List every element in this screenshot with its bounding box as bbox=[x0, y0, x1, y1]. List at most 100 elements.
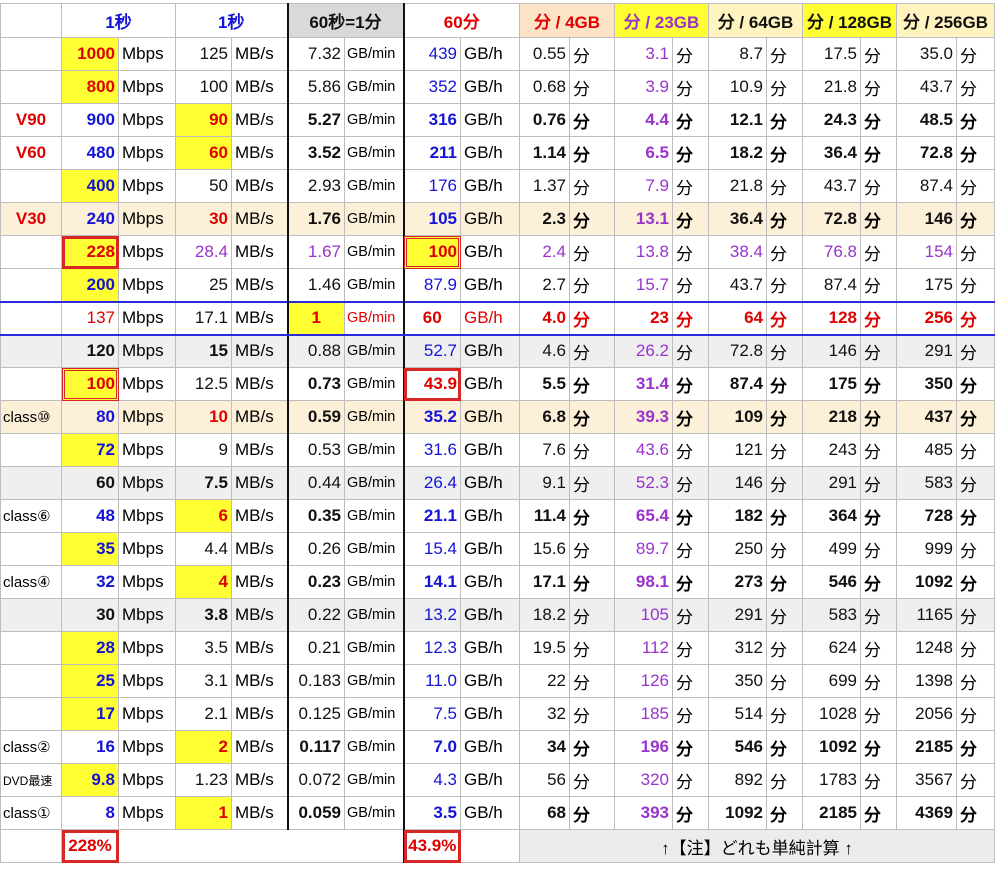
mbps-value[interactable]: 1000 bbox=[61, 37, 119, 71]
minutes-256gb[interactable]: 437 bbox=[896, 400, 957, 434]
minutes-128gb[interactable]: 36.4 bbox=[802, 136, 861, 170]
minutes-4gb[interactable]: 6.8 bbox=[519, 400, 570, 434]
minutes-64gb[interactable]: 8.7 bbox=[708, 37, 767, 71]
mbs-value[interactable]: 12.5 bbox=[175, 367, 232, 401]
minutes-4gb[interactable]: 0.55 bbox=[519, 37, 570, 71]
minutes-256gb[interactable]: 485 bbox=[896, 433, 957, 467]
minutes-23gb[interactable]: 52.3 bbox=[614, 466, 673, 500]
mbps-value[interactable]: 120 bbox=[61, 334, 119, 368]
category-label[interactable] bbox=[0, 631, 62, 665]
minutes-128gb[interactable]: 699 bbox=[802, 664, 861, 698]
gbh-value[interactable]: 12.3 bbox=[402, 631, 461, 665]
minutes-256gb[interactable]: 256 bbox=[896, 300, 957, 336]
mbs-value[interactable]: 15 bbox=[175, 334, 232, 368]
mbs-value[interactable]: 17.1 bbox=[175, 300, 232, 336]
gbmin-value[interactable]: 1.46 bbox=[286, 268, 345, 302]
gbmin-value[interactable]: 0.183 bbox=[286, 664, 345, 698]
gbh-value[interactable]: 7.5 bbox=[402, 697, 461, 731]
minutes-128gb[interactable]: 72.8 bbox=[802, 202, 861, 236]
minutes-128gb[interactable]: 76.8 bbox=[802, 235, 861, 269]
minutes-4gb[interactable]: 56 bbox=[519, 763, 570, 797]
gbh-value[interactable]: 105 bbox=[402, 202, 461, 236]
minutes-4gb[interactable]: 4.0 bbox=[519, 300, 570, 336]
minutes-4gb[interactable]: 1.14 bbox=[519, 136, 570, 170]
gbh-value[interactable]: 26.4 bbox=[402, 466, 461, 500]
minutes-4gb[interactable]: 2.3 bbox=[519, 202, 570, 236]
gbh-value[interactable]: 21.1 bbox=[402, 499, 461, 533]
gbh-value[interactable]: 211 bbox=[402, 136, 461, 170]
minutes-64gb[interactable]: 273 bbox=[708, 565, 767, 599]
minutes-256gb[interactable]: 1248 bbox=[896, 631, 957, 665]
mbps-value[interactable]: 35 bbox=[61, 532, 119, 566]
minutes-128gb[interactable]: 17.5 bbox=[802, 37, 861, 71]
minutes-23gb[interactable]: 4.4 bbox=[614, 103, 673, 137]
minutes-23gb[interactable]: 98.1 bbox=[614, 565, 673, 599]
category-label[interactable] bbox=[0, 367, 62, 401]
gbmin-value[interactable]: 0.53 bbox=[286, 433, 345, 467]
minutes-64gb[interactable]: 892 bbox=[708, 763, 767, 797]
mbs-value[interactable]: 4 bbox=[175, 565, 232, 599]
category-label[interactable] bbox=[0, 235, 62, 269]
minutes-128gb[interactable]: 128 bbox=[802, 300, 861, 336]
minutes-4gb[interactable]: 15.6 bbox=[519, 532, 570, 566]
gbmin-value[interactable]: 1.67 bbox=[286, 235, 345, 269]
minutes-128gb[interactable]: 175 bbox=[802, 367, 861, 401]
minutes-64gb[interactable]: 10.9 bbox=[708, 70, 767, 104]
gbh-value[interactable]: 176 bbox=[402, 169, 461, 203]
minutes-4gb[interactable]: 32 bbox=[519, 697, 570, 731]
gbh-value[interactable]: 439 bbox=[402, 37, 461, 71]
minutes-4gb[interactable]: 19.5 bbox=[519, 631, 570, 665]
minutes-128gb[interactable]: 546 bbox=[802, 565, 861, 599]
category-label[interactable]: V90 bbox=[0, 103, 62, 137]
header-gbmin[interactable]: 60秒=1分 bbox=[286, 3, 404, 38]
minutes-4gb[interactable]: 1.37 bbox=[519, 169, 570, 203]
minutes-4gb[interactable]: 0.76 bbox=[519, 103, 570, 137]
gbmin-value[interactable]: 3.52 bbox=[286, 136, 345, 170]
gbmin-value[interactable]: 0.22 bbox=[286, 598, 345, 632]
gbmin-value[interactable]: 0.125 bbox=[286, 697, 345, 731]
minutes-128gb[interactable]: 364 bbox=[802, 499, 861, 533]
minutes-23gb[interactable]: 393 bbox=[614, 796, 673, 830]
mbps-value[interactable]: 800 bbox=[61, 70, 119, 104]
minutes-64gb[interactable]: 72.8 bbox=[708, 334, 767, 368]
mbps-value[interactable]: 200 bbox=[61, 268, 119, 302]
category-label[interactable] bbox=[0, 300, 62, 336]
percent-mbps[interactable]: 228% bbox=[61, 829, 119, 863]
minutes-256gb[interactable]: 72.8 bbox=[896, 136, 957, 170]
minutes-128gb[interactable]: 87.4 bbox=[802, 268, 861, 302]
mbps-value[interactable]: 100 bbox=[61, 367, 119, 401]
minutes-256gb[interactable]: 1398 bbox=[896, 664, 957, 698]
minutes-64gb[interactable]: 43.7 bbox=[708, 268, 767, 302]
minutes-128gb[interactable]: 218 bbox=[802, 400, 861, 434]
mbs-value[interactable]: 25 bbox=[175, 268, 232, 302]
category-label[interactable]: V60 bbox=[0, 136, 62, 170]
category-label[interactable]: V30 bbox=[0, 202, 62, 236]
gbmin-value[interactable]: 0.35 bbox=[286, 499, 345, 533]
minutes-23gb[interactable]: 15.7 bbox=[614, 268, 673, 302]
mbps-value[interactable]: 80 bbox=[61, 400, 119, 434]
minutes-4gb[interactable]: 4.6 bbox=[519, 334, 570, 368]
minutes-128gb[interactable]: 24.3 bbox=[802, 103, 861, 137]
gbmin-value[interactable]: 7.32 bbox=[286, 37, 345, 71]
minutes-64gb[interactable]: 12.1 bbox=[708, 103, 767, 137]
minutes-23gb[interactable]: 7.9 bbox=[614, 169, 673, 203]
header-4gb[interactable]: 分 / 4GB bbox=[519, 3, 615, 38]
minutes-256gb[interactable]: 43.7 bbox=[896, 70, 957, 104]
minutes-4gb[interactable]: 0.68 bbox=[519, 70, 570, 104]
category-label[interactable]: class⑥ bbox=[0, 499, 62, 533]
header-128gb[interactable]: 分 / 128GB bbox=[802, 3, 897, 38]
mbps-value[interactable]: 228 bbox=[61, 235, 119, 269]
category-label[interactable] bbox=[0, 37, 62, 71]
mbps-value[interactable]: 240 bbox=[61, 202, 119, 236]
minutes-128gb[interactable]: 43.7 bbox=[802, 169, 861, 203]
gbmin-value[interactable]: 0.21 bbox=[286, 631, 345, 665]
minutes-64gb[interactable]: 291 bbox=[708, 598, 767, 632]
mbps-value[interactable]: 480 bbox=[61, 136, 119, 170]
gbh-value[interactable]: 31.6 bbox=[402, 433, 461, 467]
mbps-value[interactable]: 48 bbox=[61, 499, 119, 533]
category-label[interactable]: class② bbox=[0, 730, 62, 764]
header-23gb[interactable]: 分 / 23GB bbox=[614, 3, 709, 38]
header-64gb[interactable]: 分 / 64GB bbox=[708, 3, 803, 38]
gbmin-value[interactable]: 1.76 bbox=[286, 202, 345, 236]
mbs-value[interactable]: 30 bbox=[175, 202, 232, 236]
